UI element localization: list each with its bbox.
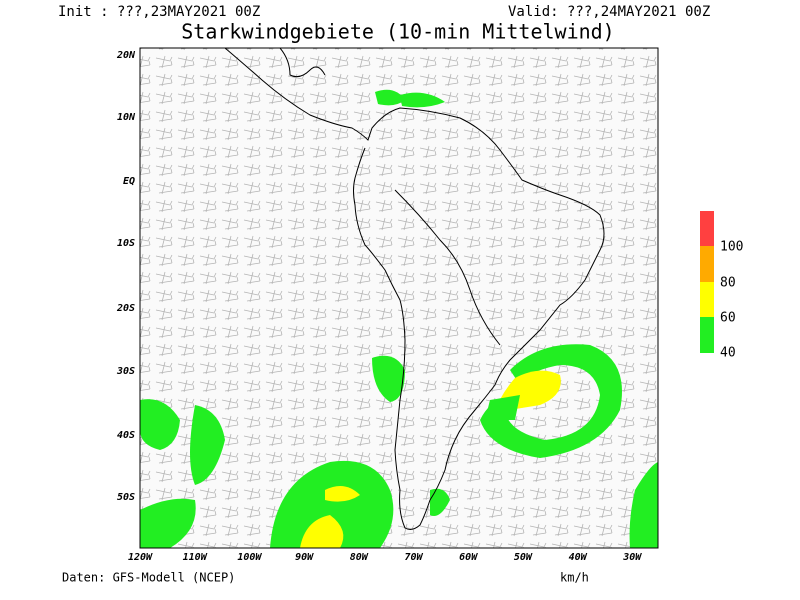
lon-label: 100W [237,552,262,563]
lat-label: 30S [116,366,135,377]
lat-label: 10S [117,238,135,249]
axis-labels: 20N 10N EQ 10S 20S 30S 40S 50S 120W 110W 100W 90W 80… [116,50,642,563]
lon-label: 40W [569,552,588,563]
lat-label: 50S [117,492,135,503]
lat-label: 40S [117,430,135,441]
wind-areas [140,89,658,548]
legend-label: 60 [720,311,736,326]
init-time: Init : ???,23MAY2021 00Z [58,4,260,20]
legend-label: 80 [720,276,736,291]
valid-time: Valid: ???,24MAY2021 00Z [508,4,710,20]
coastlines [224,48,605,530]
lon-label: 50W [514,552,533,563]
lon-label: 120W [128,552,153,563]
legend-label: 40 [720,346,736,361]
lat-label: 20N [116,50,136,61]
lon-label: 90W [295,552,314,563]
lat-label: 10N [117,112,136,123]
lon-label: 110W [183,552,208,563]
lon-label: 60W [459,552,478,563]
lat-label: 20S [116,303,135,314]
map-area [140,48,658,548]
lon-label: 70W [404,552,423,563]
lon-label: 30W [622,552,642,563]
legend-label: 100 [720,240,743,255]
lat-label: EQ [123,176,135,187]
map-title: Starkwindgebiete (10-min Mittelwind) [181,20,614,44]
unit-label: km/h [560,571,589,585]
color-legend [700,211,714,353]
legend-labels: 100 80 60 40 [720,240,743,361]
lon-label: 80W [350,552,369,563]
map-frame [139,47,659,549]
data-source: Daten: GFS-Modell (NCEP) [62,571,235,585]
